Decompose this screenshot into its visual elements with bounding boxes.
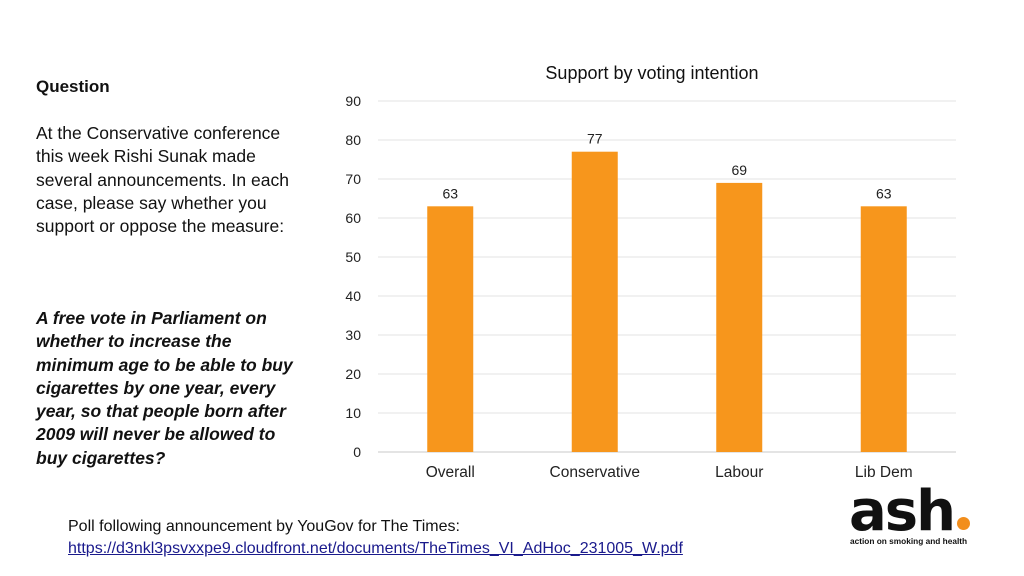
data-label: 63 bbox=[442, 185, 458, 201]
chart-title: Support by voting intention bbox=[545, 63, 759, 83]
bar bbox=[716, 182, 763, 452]
question-heading: Question bbox=[36, 77, 110, 96]
y-tick-label: 10 bbox=[345, 405, 361, 421]
x-tick-label: Labour bbox=[715, 464, 763, 481]
bar bbox=[427, 206, 474, 452]
x-tick-label: Overall bbox=[426, 464, 475, 481]
x-tick-label: Lib Dem bbox=[855, 464, 913, 481]
data-label: 77 bbox=[587, 131, 603, 147]
y-tick-label: 90 bbox=[345, 93, 361, 109]
bar bbox=[860, 206, 907, 452]
y-tick-label: 80 bbox=[345, 132, 361, 148]
logo-tagline: action on smoking and health bbox=[850, 536, 968, 546]
ash-logo: ash action on smoking and health bbox=[848, 479, 978, 549]
data-label: 69 bbox=[731, 162, 747, 178]
y-tick-label: 60 bbox=[345, 210, 361, 226]
x-tick-label: Conservative bbox=[550, 464, 640, 481]
source-link[interactable]: https://d3nkl3psvxxpe9.cloudfront.net/do… bbox=[68, 540, 683, 557]
bar bbox=[571, 151, 618, 452]
y-tick-label: 30 bbox=[345, 327, 361, 343]
y-tick-label: 20 bbox=[345, 366, 361, 382]
y-tick-label: 0 bbox=[353, 444, 361, 460]
question-text: At the Conservative conference this week… bbox=[36, 123, 289, 237]
data-label: 63 bbox=[876, 185, 892, 201]
bar-chart: 0 10 20 30 40 50 60 70 80 90 63 Overall 77 Conservati… bbox=[345, 93, 956, 481]
y-tick-label: 50 bbox=[345, 249, 361, 265]
logo-wordmark: ash bbox=[849, 479, 956, 544]
y-tick-label: 70 bbox=[345, 171, 361, 187]
y-tick-label: 40 bbox=[345, 288, 361, 304]
source-note: Poll following announcement by YouGov fo… bbox=[68, 516, 683, 560]
logo-dot-icon bbox=[957, 517, 970, 530]
question-measure: A free vote in Parliament on whether to … bbox=[36, 308, 293, 468]
source-text: Poll following announcement by YouGov fo… bbox=[68, 518, 460, 535]
